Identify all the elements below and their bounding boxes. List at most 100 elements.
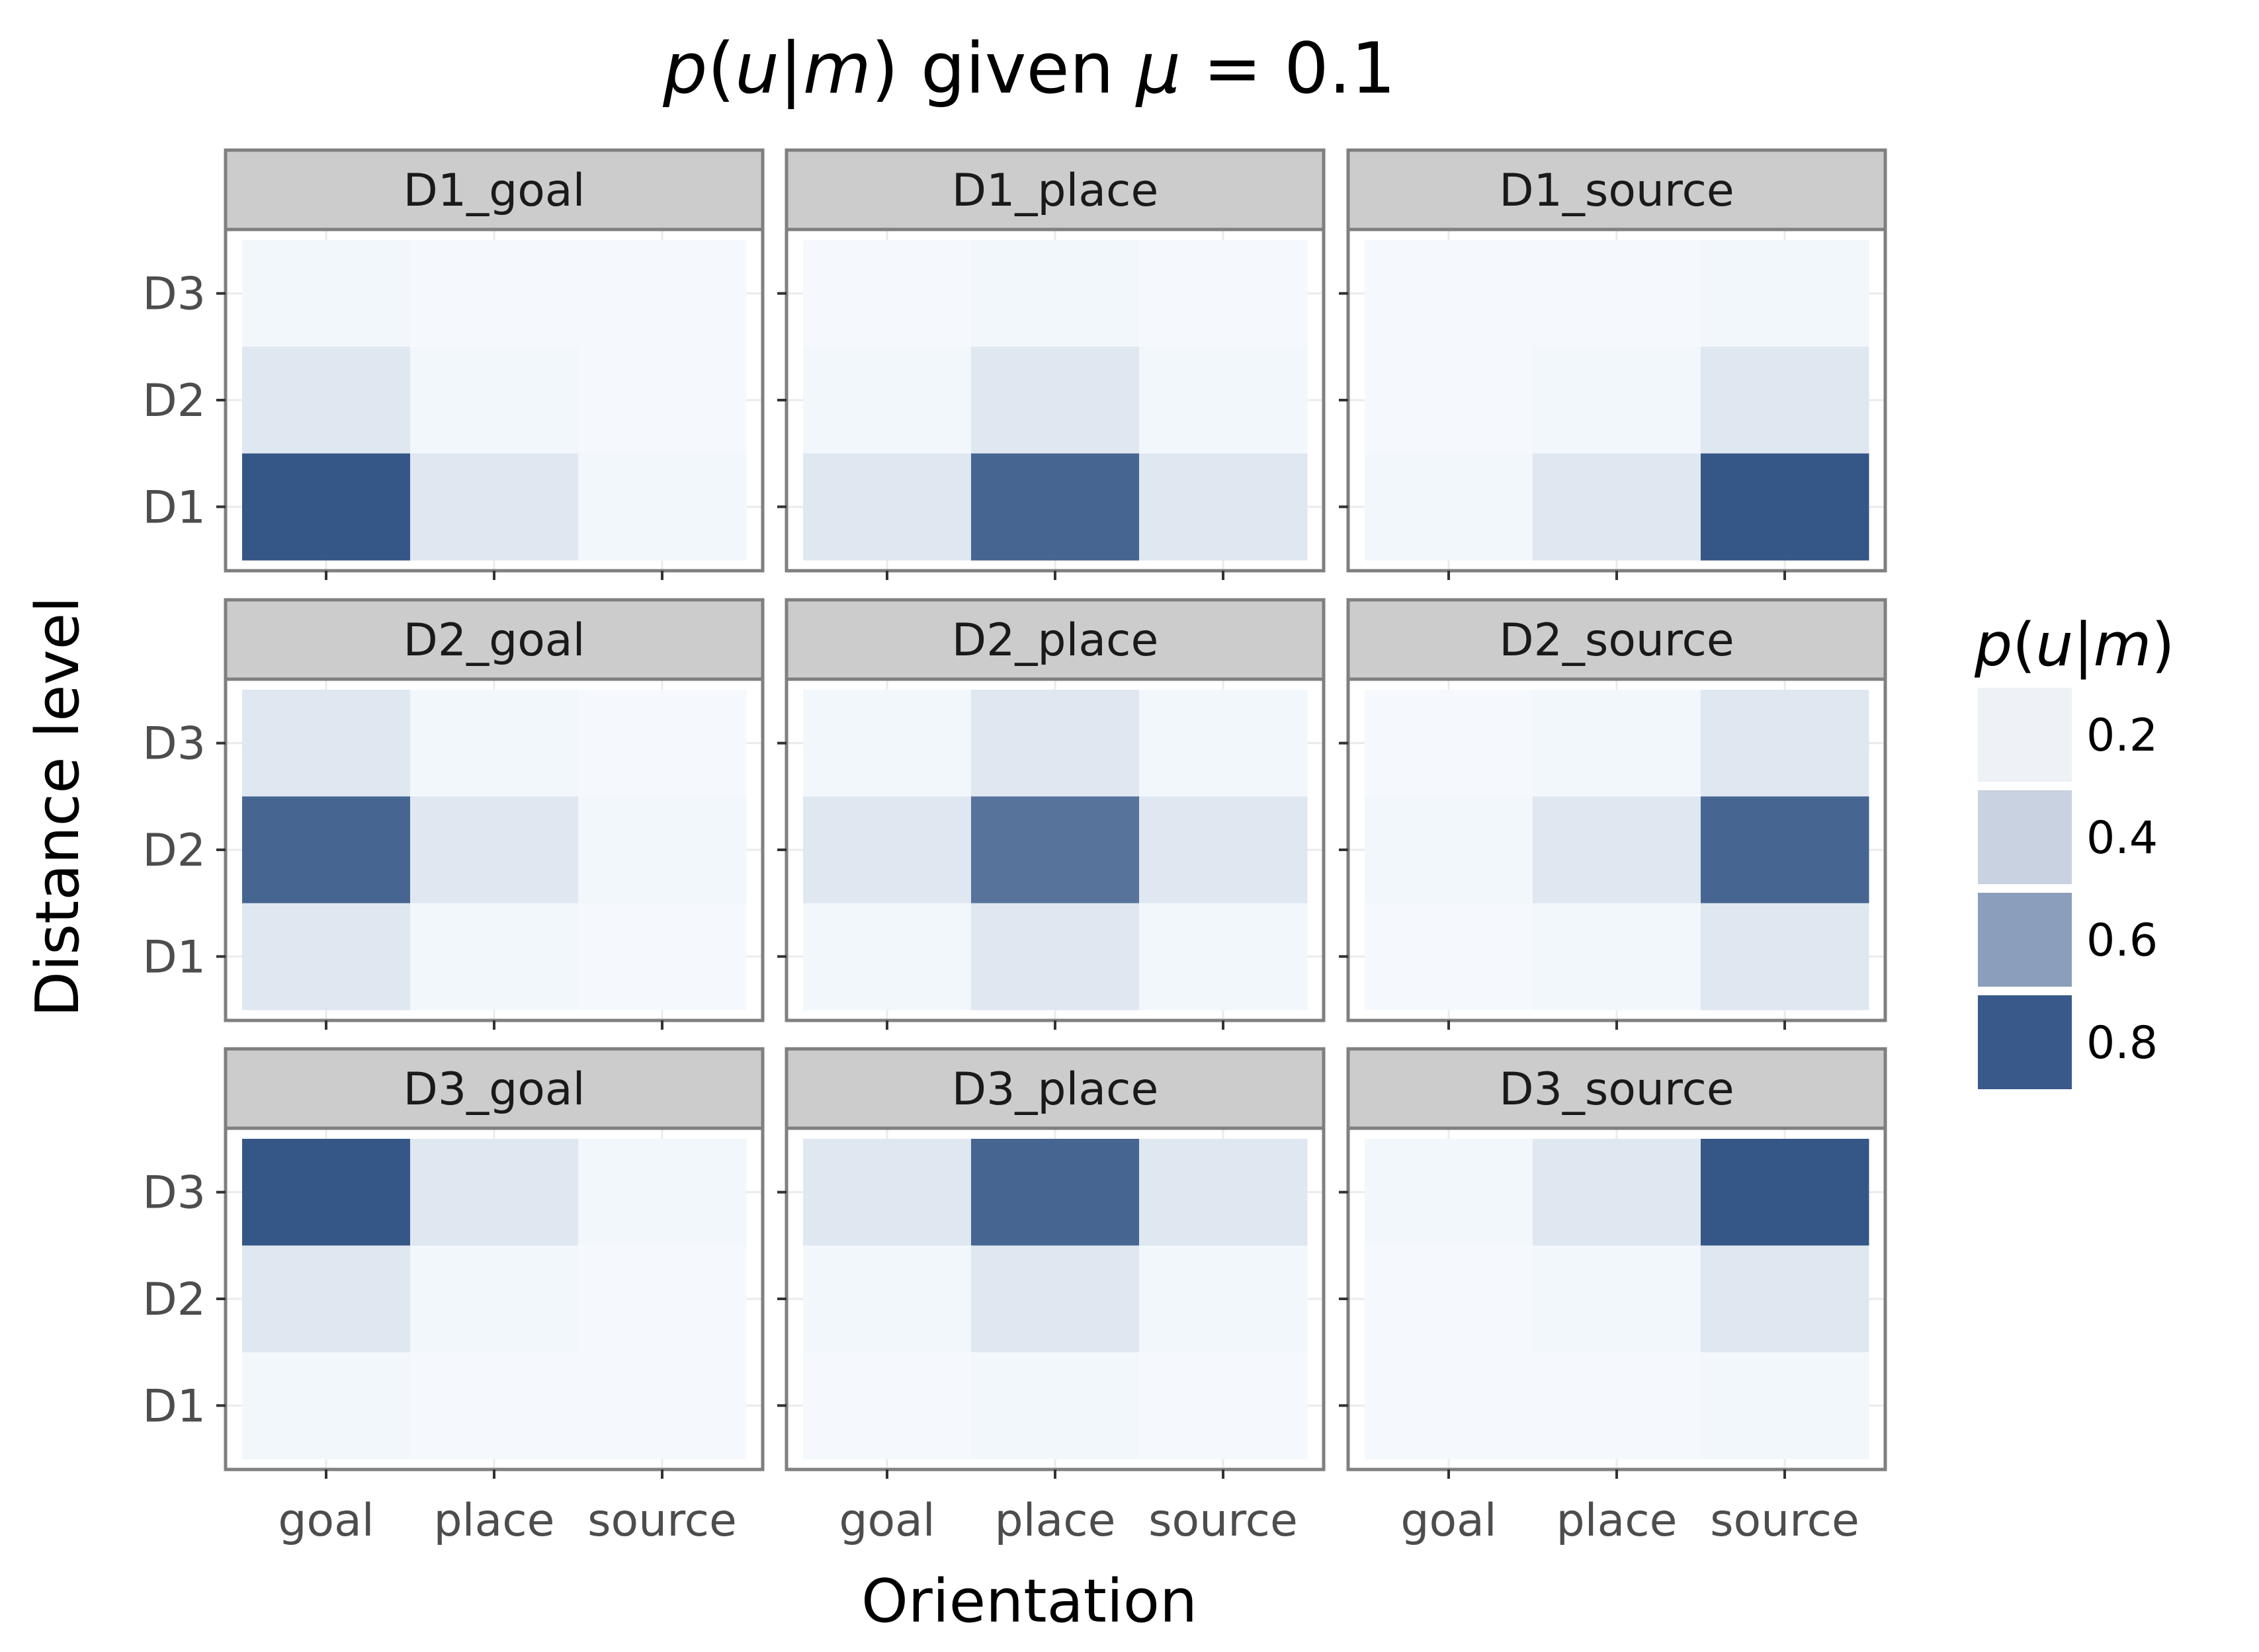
facet-D3_goal: D3_goal D3 D2 D1 goal place source bbox=[142, 1047, 765, 1547]
heatmap-cell bbox=[1701, 1139, 1869, 1246]
heatmap-cell bbox=[1533, 796, 1701, 904]
heatmap-cell bbox=[1365, 240, 1533, 347]
x-tick-label: source bbox=[1148, 1495, 1298, 1547]
heatmap-cell bbox=[578, 1139, 747, 1246]
heatmap-cell bbox=[1365, 690, 1533, 797]
heatmap-cell bbox=[1139, 347, 1308, 454]
heatmap-cell bbox=[803, 690, 972, 797]
facet-strip bbox=[224, 598, 765, 681]
heatmap-cell bbox=[578, 690, 747, 797]
heatmap-cell bbox=[971, 347, 1140, 454]
facet-strip bbox=[785, 598, 1326, 681]
y-tick-label: D1 bbox=[142, 1380, 206, 1432]
heatmap-cell bbox=[1365, 796, 1533, 904]
heatmap-cell bbox=[410, 240, 579, 347]
heatmap-cell bbox=[1533, 1245, 1701, 1353]
facet-D2_source: D2_source bbox=[1339, 598, 1887, 1030]
title-part: μ bbox=[1135, 28, 1181, 109]
heatmap-cell bbox=[1139, 903, 1308, 1011]
facet-strip bbox=[224, 148, 765, 231]
heatmap-cell bbox=[1701, 453, 1869, 561]
legend-key bbox=[1978, 995, 2072, 1089]
heatmap-cell bbox=[1701, 240, 1869, 347]
facet-strip-label: D3_place bbox=[952, 1063, 1159, 1116]
heatmap-cell bbox=[1365, 903, 1533, 1011]
heatmap-cell bbox=[242, 903, 411, 1011]
heatmap-cell bbox=[1139, 1139, 1308, 1246]
heatmap-cell bbox=[242, 1352, 411, 1460]
heatmap-cell bbox=[1701, 1352, 1869, 1460]
heatmap-cell bbox=[578, 796, 747, 904]
heatmap-cell bbox=[410, 1352, 579, 1460]
x-tick-label: place bbox=[434, 1495, 555, 1547]
heatmap-cell bbox=[578, 453, 747, 561]
title-part: = 0.1 bbox=[1181, 28, 1396, 109]
legend: p(u|m) 0.2 0.4 0.6 0.8 bbox=[1974, 610, 2174, 1089]
x-tick-label: source bbox=[1710, 1495, 1859, 1547]
title-part: | bbox=[779, 28, 803, 110]
facet-strip bbox=[1346, 148, 1887, 231]
heatmap-cell bbox=[242, 347, 411, 454]
heatmap-cell bbox=[1533, 690, 1701, 797]
heatmap-cell bbox=[1533, 453, 1701, 561]
y-tick-label: D3 bbox=[142, 1167, 206, 1219]
heatmap-cell bbox=[971, 240, 1140, 347]
heatmap-cell bbox=[1139, 240, 1308, 347]
facet-D1_place: D1_place bbox=[777, 148, 1326, 580]
heatmap-cell bbox=[1533, 1352, 1701, 1460]
heatmap-cell bbox=[1365, 1139, 1533, 1246]
heatmap-cell bbox=[803, 347, 972, 454]
facet-strip-label: D1_place bbox=[952, 165, 1159, 217]
x-tick-label: goal bbox=[839, 1495, 935, 1547]
facet-strip-label: D1_goal bbox=[404, 165, 585, 217]
legend-label: 0.4 bbox=[2086, 812, 2158, 864]
legend-label: 0.8 bbox=[2086, 1017, 2158, 1069]
heatmap-cell bbox=[1365, 347, 1533, 454]
heatmap-cell bbox=[242, 796, 411, 904]
heatmap-cell bbox=[410, 690, 579, 797]
y-tick-label: D2 bbox=[142, 825, 206, 877]
y-tick-label: D1 bbox=[142, 481, 206, 534]
facet-D1_goal: D1_goal D3 D2 D1 bbox=[142, 148, 765, 580]
heatmap-cell bbox=[242, 1139, 411, 1246]
x-axis-label: Orientation bbox=[861, 1567, 1197, 1636]
heatmap-cell bbox=[1533, 347, 1701, 454]
title-part: p bbox=[662, 28, 707, 109]
heatmap-cell bbox=[1139, 690, 1308, 797]
heatmap-cell bbox=[1365, 1245, 1533, 1353]
heatmap-cell bbox=[803, 1245, 972, 1353]
heatmap-cell bbox=[578, 1245, 747, 1353]
heatmap-cell bbox=[1139, 1352, 1308, 1460]
facet-strip-label: D1_source bbox=[1499, 165, 1734, 217]
heatmap-cell bbox=[410, 1139, 579, 1246]
heatmap-cell bbox=[242, 240, 411, 347]
facet-D2_goal: D2_goal D3 D2 D1 bbox=[142, 598, 765, 1030]
legend-key bbox=[1978, 790, 2072, 884]
heatmap-cell bbox=[803, 1352, 972, 1460]
facet-strip bbox=[785, 1047, 1326, 1130]
chart-title: p(u|m) given μ = 0.1 bbox=[662, 28, 1396, 110]
heatmap-cell bbox=[1533, 1139, 1701, 1246]
facet-strip bbox=[1346, 1047, 1887, 1130]
heatmap-cell bbox=[410, 903, 579, 1011]
facet-D2_place: D2_place bbox=[777, 598, 1326, 1030]
heatmap-cell bbox=[971, 796, 1140, 904]
legend-title-part: ) bbox=[2151, 610, 2174, 680]
title-part: m bbox=[803, 28, 871, 109]
heatmap-cell bbox=[803, 453, 972, 561]
heatmap-cell bbox=[971, 903, 1140, 1011]
heatmap-cell bbox=[1701, 1245, 1869, 1353]
legend-key bbox=[1978, 893, 2072, 987]
heatmap-cell bbox=[410, 347, 579, 454]
heatmap-cell bbox=[803, 903, 972, 1011]
x-tick-label: goal bbox=[1400, 1495, 1496, 1547]
x-tick-label: place bbox=[995, 1495, 1116, 1547]
legend-title-part: | bbox=[2073, 610, 2093, 680]
heatmap-cell bbox=[242, 690, 411, 797]
facet-strip-label: D3_goal bbox=[404, 1063, 585, 1116]
heatmap-cell bbox=[1139, 796, 1308, 904]
title-part: ) given bbox=[871, 28, 1136, 109]
heatmap-cell bbox=[410, 1245, 579, 1353]
